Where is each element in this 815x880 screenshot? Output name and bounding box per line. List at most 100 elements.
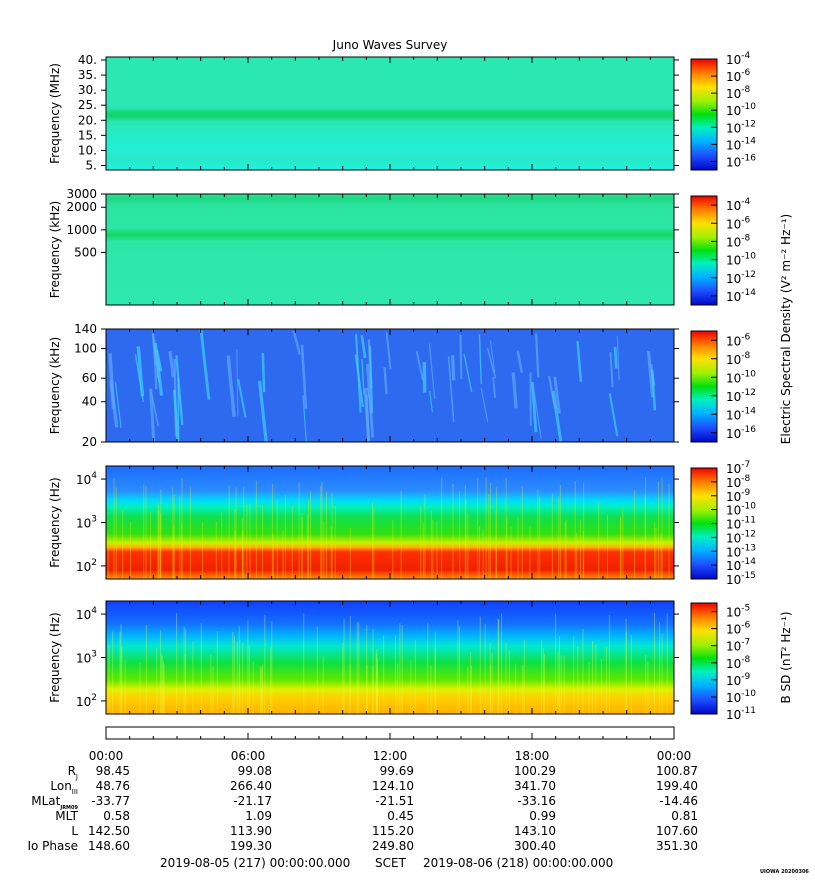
ephemeris-row-label: MLT: [55, 809, 78, 823]
y-tick-label: 25.: [78, 98, 97, 112]
time-tick-label: 06:00: [231, 749, 266, 763]
y-tick-label: 104: [76, 471, 97, 487]
y-tick-label: 500: [74, 245, 97, 259]
spectrogram-image-1: [106, 57, 674, 170]
ephemeris-value: 0.81: [671, 809, 698, 823]
ephemeris-value: 48.76: [96, 779, 130, 793]
colorbar-tick-label: 10-8: [726, 85, 751, 101]
spectrogram-image-4: [106, 466, 674, 579]
colorbar-tick-label: 10-5: [726, 604, 750, 620]
ephemeris-value: 113.90: [230, 824, 272, 838]
colorbar-tick-label: 10-8: [726, 351, 751, 367]
ephemeris-value: 124.10: [372, 779, 414, 793]
y-tick-label: 2000: [66, 200, 97, 214]
colorbar-tick-label: 10-16: [726, 153, 756, 169]
y-tick-label: 102: [76, 693, 97, 709]
colorbar-tick-label: 10-6: [726, 621, 751, 637]
footer-end-time: 2019-08-06 (218) 00:00:00.000: [423, 856, 613, 870]
ephemeris-value: 300.40: [514, 839, 556, 853]
time-tick-label: 00:00: [89, 749, 124, 763]
ephemeris-row-label: L: [71, 824, 78, 838]
y-axis-label: Frequency (kHz): [48, 201, 62, 298]
time-axis-strip: 00:00 06:00 12:00 18:00 00:00: [89, 726, 692, 763]
ephemeris-value: 142.50: [88, 824, 130, 838]
time-tick-label: 00:00: [657, 749, 692, 763]
ephemeris-row-label: RJ: [68, 764, 78, 781]
ephemeris-value: 115.20: [372, 824, 414, 838]
y-axis-label: Frequency (Hz): [48, 612, 62, 703]
colorbar-tick-label: 10-6: [726, 215, 751, 231]
ephemeris-value: -33.77: [91, 794, 130, 808]
y-tick-label: 60: [82, 371, 97, 385]
colorbar-tick-label: 10-12: [726, 270, 756, 286]
colorbar-tick-label: 10-7: [726, 638, 750, 654]
y-tick-label: 20: [82, 435, 97, 449]
ephemeris-row-label: LonIII: [50, 779, 78, 796]
ephemeris-value: 100.29: [514, 764, 556, 778]
colorbar-label: Electric Spectral Density (V² m⁻² Hz⁻¹): [779, 214, 793, 444]
ephemeris-value: -21.51: [375, 794, 414, 808]
ephemeris-value: -21.17: [233, 794, 272, 808]
colorbar-tick-label: 10-11: [726, 706, 756, 722]
ephemeris-value: 143.10: [514, 824, 556, 838]
y-tick-label: 40: [82, 395, 97, 409]
colorbar-tick-label: 10-8: [726, 655, 751, 671]
footer-start-time: 2019-08-05 (217) 00:00:00.000: [160, 856, 350, 870]
ephemeris-value: -14.46: [659, 794, 698, 808]
y-tick-label: 15.: [78, 128, 97, 142]
colorbar-tick-label: 10-6: [726, 68, 751, 84]
time-tick-label: 12:00: [373, 749, 408, 763]
colorbar-tick-label: 10-10: [726, 102, 756, 118]
ephemeris-table: RJ 98.45 99.08 99.69 100.29 100.87 LonIII 48.76…: [27, 764, 698, 853]
y-axis-label: Frequency (MHz): [48, 63, 62, 164]
y-tick-label: 100: [74, 342, 97, 356]
ephemeris-value: 0.58: [103, 809, 130, 823]
colorbar-tick-label: 10-12: [726, 388, 756, 404]
y-tick-label: 35.: [78, 68, 97, 82]
colorbar-tick-label: 10-14: [726, 288, 756, 304]
spectrogram-panel-3: 140 100 60 40 20 Frequency (kHz): [48, 322, 679, 449]
colorbar-tick-label: 10-4: [726, 51, 751, 67]
y-tick-label: 1000: [66, 223, 97, 237]
spectrogram-panel-4: 104 103 102 Frequency (Hz): [48, 465, 679, 580]
colorbar-3: 10-6 10-8 10-10 10-12 10-14 10-16: [690, 330, 756, 443]
colorbar-tick-label: 10-6: [726, 332, 751, 348]
ephemeris-value: 199.30: [230, 839, 272, 853]
ephemeris-value: 148.60: [88, 839, 130, 853]
ephemeris-value: 1.09: [245, 809, 272, 823]
spectrogram-panel-1: 5.10.15.20.25.30.35.40. Frequency (MHz): [48, 53, 679, 172]
colorbar-tick-label: 10-12: [726, 119, 756, 135]
colorbar-tick-label: 10-10: [726, 252, 756, 268]
y-tick-label: 102: [76, 558, 97, 574]
colorbar-2: 10-4 10-6 10-8 10-10 10-12 10-14 Electric Spec…: [690, 195, 793, 444]
ephemeris-row-label: Io Phase: [27, 839, 78, 853]
ephemeris-value: 0.99: [529, 809, 556, 823]
y-tick-label: 103: [76, 650, 97, 666]
y-tick-label: 20.: [78, 113, 97, 127]
colorbar-label: B SD (nT² Hz⁻¹): [779, 611, 793, 703]
ephemeris-value: 199.40: [656, 779, 698, 793]
ephemeris-value: 341.70: [514, 779, 556, 793]
y-axis-label: Frequency (Hz): [48, 477, 62, 568]
y-tick-label: 3000: [66, 187, 97, 201]
ephemeris-value: 351.30: [656, 839, 698, 853]
figure-title: Juno Waves Survey: [332, 38, 448, 52]
y-axis-label: Frequency (kHz): [48, 337, 62, 434]
y-tick-label: 103: [76, 515, 97, 531]
y-tick-label: 40.: [78, 53, 97, 67]
colorbar-tick-label: 10-15: [726, 571, 756, 587]
ephemeris-value: 98.45: [96, 764, 130, 778]
colorbar-tick-label: 10-14: [726, 406, 756, 422]
y-tick-label: 10.: [78, 143, 97, 157]
colorbar-tick-label: 10-10: [726, 689, 756, 705]
spectrogram-image-3: [106, 329, 674, 442]
footer-stamp: UIOWA 20200306: [760, 869, 809, 875]
colorbar-tick-label: 10-10: [726, 369, 756, 385]
colorbar-tick-label: 10-14: [726, 136, 756, 152]
y-tick-label: 140: [74, 322, 97, 336]
colorbar-tick-label: 10-8: [726, 233, 751, 249]
ephemeris-value: 0.45: [387, 809, 414, 823]
ephemeris-value: 266.40: [230, 779, 272, 793]
